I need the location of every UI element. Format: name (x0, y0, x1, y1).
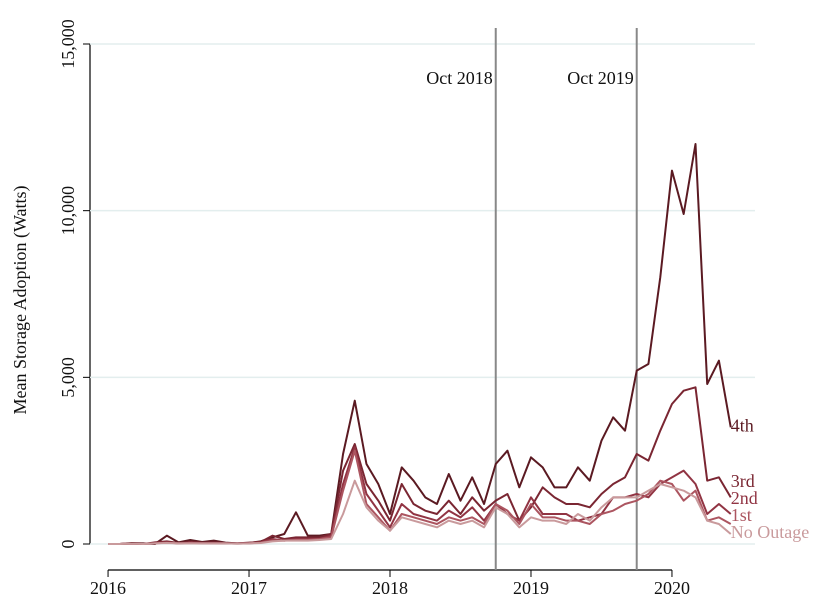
annotation-label: Oct 2018 (426, 68, 493, 88)
x-tick-label: 2017 (231, 578, 267, 598)
y-tick-label: 10,000 (58, 186, 78, 236)
x-tick-label: 2019 (513, 578, 549, 598)
y-tick-label: 15,000 (58, 19, 78, 69)
y-tick-label: 5,000 (58, 357, 78, 398)
series-label: 4th (731, 415, 754, 435)
series-line (108, 479, 732, 545)
series-label: 2nd (731, 488, 758, 508)
x-tick-label: 2020 (654, 578, 690, 598)
x-tick-label: 2016 (90, 578, 126, 598)
series-label: 3rd (731, 471, 755, 491)
series-label: No Outage (731, 522, 809, 542)
annotation-label: Oct 2019 (567, 68, 634, 88)
series-line (108, 143, 732, 545)
x-tick-label: 2018 (372, 578, 408, 598)
y-axis-label: Mean Storage Adoption (Watts) (10, 185, 31, 414)
y-tick-label: 0 (58, 540, 78, 549)
series-label: 1st (731, 505, 752, 525)
